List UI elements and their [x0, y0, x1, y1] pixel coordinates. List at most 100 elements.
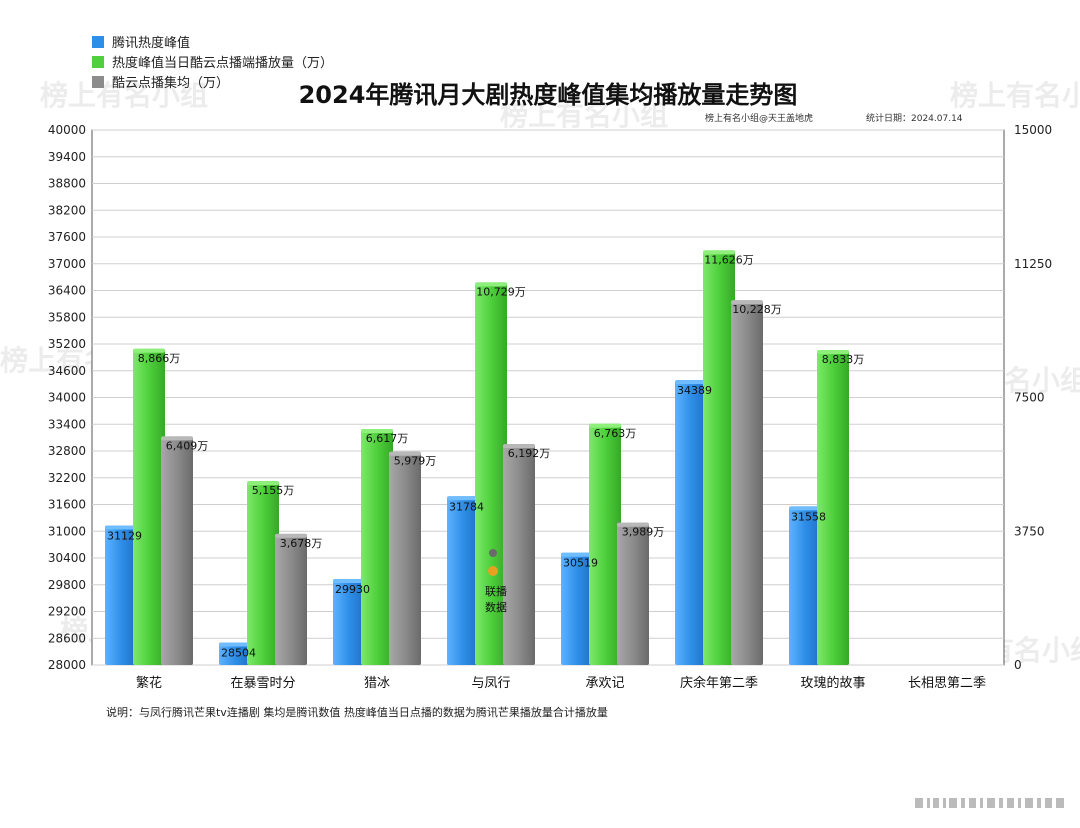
annotation-icon	[489, 549, 497, 557]
bar-cap	[817, 349, 849, 354]
watermark-text: 榜上有名小组	[500, 99, 668, 132]
left-tick-label: 38200	[48, 203, 86, 217]
bar-green	[817, 349, 849, 665]
legend-label: 热度峰值当日酷云点播端播放量（万）	[112, 55, 333, 71]
category-label: 长相思第二季	[908, 676, 986, 691]
left-tick-label: 34000	[48, 391, 86, 405]
category-label: 承欢记	[585, 676, 624, 691]
data-labels: 31129 8,866万 6,409万 28504 5,155万 3,678万 29930 6…	[107, 253, 864, 659]
data-label: 11,626万	[704, 253, 754, 266]
bar-cap	[475, 282, 507, 287]
credit-text: 榜上有名小组@天王盖地虎	[705, 112, 813, 124]
bar-gray	[503, 444, 535, 665]
bar-blue	[447, 496, 479, 665]
bar-cap	[731, 300, 763, 305]
category-label: 与凤行	[471, 676, 510, 691]
bar-blue	[333, 578, 365, 665]
category-label: 繁花	[136, 675, 162, 691]
right-tick-label: 15000	[1014, 123, 1052, 137]
bar-cap	[617, 522, 649, 527]
bar-cap	[361, 428, 393, 433]
right-tick-label: 0	[1014, 658, 1022, 672]
bar-gray	[161, 436, 193, 665]
data-label: 30519	[563, 557, 598, 570]
bar-cap	[333, 578, 365, 583]
data-label: 3,678万	[280, 537, 323, 550]
bar-green	[133, 348, 165, 665]
left-tick-label: 34600	[48, 364, 86, 378]
left-tick-label: 28000	[48, 658, 86, 672]
data-label: 34389	[677, 384, 712, 397]
left-tick-label: 29800	[48, 578, 86, 592]
bar-green	[247, 481, 279, 665]
data-label: 3,989万	[622, 526, 665, 539]
legend-swatch-blue	[92, 36, 104, 48]
bar-blue	[675, 380, 707, 665]
bar-cap	[561, 552, 593, 557]
bar-green	[703, 250, 735, 665]
left-tick-label: 37600	[48, 230, 86, 244]
annotation-line: 联播	[485, 584, 507, 598]
legend-swatch-green	[92, 56, 104, 68]
data-label: 29930	[335, 583, 370, 596]
bar-cap	[105, 525, 137, 530]
data-label: 6,617万	[366, 432, 409, 445]
bar-blue	[789, 506, 821, 665]
stat-date: 统计日期：2024.07.14	[866, 112, 963, 124]
bar-blue	[105, 525, 137, 665]
right-tick-label: 3750	[1014, 524, 1045, 538]
bar-cap	[447, 496, 479, 501]
right-tick-label: 7500	[1014, 391, 1045, 405]
watermark-text: 榜上有名小组	[950, 79, 1080, 112]
data-label: 28504	[221, 647, 256, 660]
data-label: 31784	[449, 500, 484, 513]
right-axis: 0 3750 7500 11250 15000	[1014, 123, 1052, 672]
left-tick-label: 35800	[48, 310, 86, 324]
data-label: 6,763万	[594, 427, 637, 440]
chart-note: 说明：与凤行腾讯芒果tv连播剧 集均是腾讯数值 热度峰值当日点播的数据为腾讯芒果…	[106, 705, 608, 719]
left-tick-label: 31000	[48, 524, 86, 538]
left-tick-label: 28600	[48, 631, 86, 645]
bar-blue	[219, 642, 251, 665]
left-tick-label: 29200	[48, 605, 86, 619]
bar-cap	[675, 380, 707, 385]
bar-cap	[703, 250, 735, 255]
mango-icon	[488, 566, 498, 576]
bar-cap	[133, 348, 165, 353]
legend-label: 腾讯热度峰值	[112, 35, 190, 51]
left-tick-label: 36400	[48, 284, 86, 298]
data-label: 5,155万	[252, 484, 295, 497]
data-label: 10,228万	[732, 303, 782, 316]
bar-cap	[589, 423, 621, 428]
bar-cap	[389, 451, 421, 456]
data-label: 10,729万	[476, 285, 526, 298]
data-label: 8,833万	[822, 353, 865, 366]
bar-gray	[731, 300, 763, 665]
left-tick-label: 30400	[48, 551, 86, 565]
bar-cap	[503, 444, 535, 449]
data-label: 6,409万	[166, 439, 209, 452]
data-label: 5,979万	[394, 455, 437, 468]
bar-blue	[561, 552, 593, 665]
category-axis: 繁花 在暴雪时分 猎冰 与凤行 承欢记 庆余年第二季 玫瑰的故事 长相思第二季	[136, 675, 986, 691]
data-label: 31558	[791, 510, 826, 523]
category-label: 玫瑰的故事	[800, 675, 865, 691]
bar-cap	[247, 481, 279, 486]
left-tick-label: 31600	[48, 498, 86, 512]
bar-cap	[275, 533, 307, 538]
data-label: 31129	[107, 529, 142, 542]
left-tick-label: 40000	[48, 123, 86, 137]
legend-swatch-gray	[92, 76, 104, 88]
category-label: 在暴雪时分	[230, 676, 295, 691]
right-tick-label: 11250	[1014, 257, 1052, 271]
left-tick-label: 37000	[48, 257, 86, 271]
bar-cap	[161, 436, 193, 441]
annotation: 联播 数据	[485, 549, 507, 614]
bar-cap	[789, 506, 821, 511]
category-label: 庆余年第二季	[680, 675, 758, 691]
gridlines	[92, 129, 1004, 666]
barcode-decoration	[915, 795, 1065, 810]
left-tick-label: 32200	[48, 471, 86, 485]
annotation-line: 数据	[485, 600, 507, 614]
bar-green	[475, 282, 507, 665]
